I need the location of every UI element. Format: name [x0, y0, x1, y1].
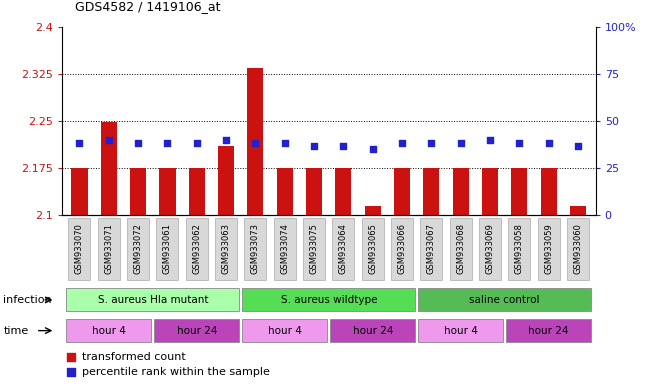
Text: GSM933073: GSM933073 [251, 223, 260, 274]
Text: GSM933068: GSM933068 [456, 223, 465, 274]
Bar [335, 168, 352, 215]
Point [162, 140, 173, 146]
Point [221, 137, 231, 143]
FancyBboxPatch shape [418, 288, 591, 311]
FancyBboxPatch shape [127, 218, 149, 280]
Text: S. aureus Hla mutant: S. aureus Hla mutant [98, 295, 208, 305]
Point [514, 140, 525, 146]
Point [339, 143, 349, 149]
FancyBboxPatch shape [154, 319, 240, 342]
Text: hour 24: hour 24 [529, 326, 569, 336]
Text: GSM933074: GSM933074 [281, 223, 289, 274]
Point [573, 143, 583, 149]
Bar [541, 168, 557, 215]
FancyBboxPatch shape [98, 218, 120, 280]
Text: saline control: saline control [469, 295, 540, 305]
Text: GSM933058: GSM933058 [515, 223, 524, 274]
Text: GSM933064: GSM933064 [339, 223, 348, 274]
Point [368, 146, 378, 152]
FancyBboxPatch shape [215, 218, 237, 280]
Text: time: time [3, 326, 29, 336]
Text: GSM933062: GSM933062 [192, 223, 201, 274]
Point [104, 137, 114, 143]
FancyBboxPatch shape [66, 319, 151, 342]
FancyBboxPatch shape [421, 218, 443, 280]
Bar [452, 168, 469, 215]
Text: GSM933071: GSM933071 [104, 223, 113, 274]
FancyBboxPatch shape [538, 218, 560, 280]
Bar [511, 168, 527, 215]
FancyBboxPatch shape [303, 218, 325, 280]
Point [191, 140, 202, 146]
Text: GSM933066: GSM933066 [398, 223, 407, 274]
Text: hour 24: hour 24 [352, 326, 393, 336]
Text: hour 24: hour 24 [176, 326, 217, 336]
Bar [365, 205, 381, 215]
FancyBboxPatch shape [242, 288, 415, 311]
Text: GSM933060: GSM933060 [574, 223, 583, 274]
Text: transformed count: transformed count [82, 352, 186, 362]
FancyBboxPatch shape [362, 218, 383, 280]
Text: GSM933061: GSM933061 [163, 223, 172, 274]
Bar [101, 122, 117, 215]
Text: GSM933070: GSM933070 [75, 223, 84, 274]
Text: GDS4582 / 1419106_at: GDS4582 / 1419106_at [75, 0, 221, 13]
Text: S. aureus wildtype: S. aureus wildtype [281, 295, 377, 305]
Bar [247, 68, 264, 215]
Text: GSM933069: GSM933069 [486, 223, 495, 274]
Point [485, 137, 495, 143]
FancyBboxPatch shape [479, 218, 501, 280]
FancyBboxPatch shape [274, 218, 296, 280]
Point [411, 147, 421, 153]
Bar [218, 146, 234, 215]
Bar [423, 168, 439, 215]
Text: percentile rank within the sample: percentile rank within the sample [82, 367, 270, 377]
FancyBboxPatch shape [186, 218, 208, 280]
Text: GSM933065: GSM933065 [368, 223, 377, 274]
FancyBboxPatch shape [450, 218, 472, 280]
FancyBboxPatch shape [244, 218, 266, 280]
Point [309, 143, 319, 149]
FancyBboxPatch shape [508, 218, 531, 280]
Text: GSM933063: GSM933063 [221, 223, 230, 274]
Bar [130, 168, 146, 215]
Bar [159, 168, 176, 215]
Text: GSM933075: GSM933075 [310, 223, 318, 274]
FancyBboxPatch shape [66, 288, 240, 311]
Text: GSM933072: GSM933072 [133, 223, 143, 274]
Point [426, 140, 437, 146]
Point [279, 140, 290, 146]
FancyBboxPatch shape [242, 319, 327, 342]
FancyBboxPatch shape [333, 218, 354, 280]
Bar [72, 168, 87, 215]
Bar [482, 168, 498, 215]
Point [133, 140, 143, 146]
Text: GSM933059: GSM933059 [544, 223, 553, 274]
Bar [189, 168, 205, 215]
Text: hour 4: hour 4 [444, 326, 478, 336]
FancyBboxPatch shape [567, 218, 589, 280]
Bar [394, 168, 410, 215]
Bar [277, 168, 293, 215]
Text: hour 4: hour 4 [268, 326, 301, 336]
FancyBboxPatch shape [156, 218, 178, 280]
FancyBboxPatch shape [391, 218, 413, 280]
Point [250, 140, 260, 146]
Point [456, 140, 466, 146]
Point [544, 140, 554, 146]
FancyBboxPatch shape [418, 319, 503, 342]
FancyBboxPatch shape [506, 319, 591, 342]
Point [397, 140, 408, 146]
Point [411, 286, 421, 293]
Bar [570, 205, 586, 215]
Bar [306, 168, 322, 215]
Text: infection: infection [3, 295, 52, 305]
FancyBboxPatch shape [330, 319, 415, 342]
FancyBboxPatch shape [68, 218, 90, 280]
Point [74, 140, 85, 146]
Text: hour 4: hour 4 [92, 326, 126, 336]
Text: GSM933067: GSM933067 [427, 223, 436, 274]
